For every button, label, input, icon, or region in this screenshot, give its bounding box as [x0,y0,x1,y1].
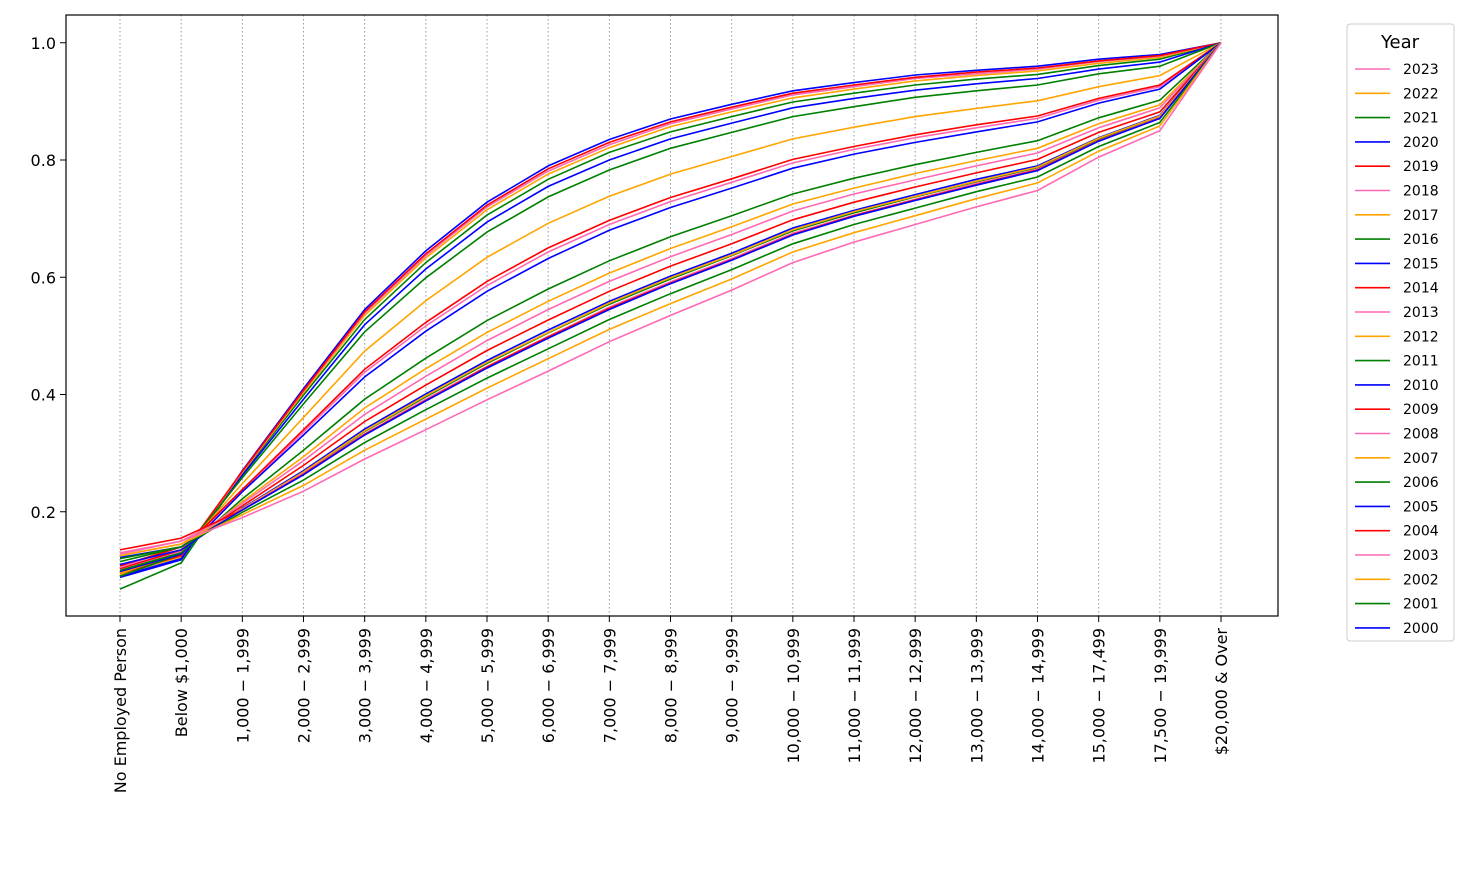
x-tick-label: 14,000 − 14,999 [1029,628,1048,764]
series-line-2009 [119,42,1222,570]
series-line-2006 [119,42,1222,577]
x-tick-label: 10,000 − 10,999 [784,628,803,764]
legend-label: 2010 [1403,378,1439,394]
series-line-2002 [119,42,1222,576]
series-line-2007 [119,42,1222,575]
series-lines [119,42,1222,590]
x-tick-label: 6,000 − 6,999 [539,628,558,743]
x-tick-label: 11,000 − 11,999 [845,628,864,764]
y-tick-label: 0.6 [31,268,56,287]
series-line-2015 [119,42,1222,566]
y-tick-label: 1.0 [31,34,56,53]
series-line-2023 [119,42,1222,554]
series-line-2011 [119,42,1222,572]
legend-label: 2020 [1403,135,1439,151]
x-tick-label: 17,500 − 19,999 [1151,628,1170,764]
legend-label: 2017 [1403,208,1439,224]
y-tick-label: 0.4 [31,386,56,405]
legend-label: 2006 [1403,475,1439,491]
series-line-2010 [119,42,1222,573]
x-tick-label: 8,000 − 8,999 [662,628,681,743]
legend-label: 2016 [1403,232,1439,248]
legend-title: Year [1380,32,1420,53]
legend-label: 2001 [1403,597,1439,613]
y-tick-label: 0.8 [31,151,56,170]
legend-label: 2022 [1403,86,1439,102]
series-line-2014 [119,42,1222,567]
legend-label: 2011 [1403,354,1439,370]
x-tick-label: 9,000 − 9,999 [723,628,742,743]
series-line-2000 [119,42,1222,579]
x-tick-label: 15,000 − 17,499 [1090,628,1109,764]
x-tick-label: 7,000 − 7,999 [600,628,619,743]
x-tick-label: 13,000 − 13,999 [967,628,986,764]
legend-label: 2018 [1403,184,1439,200]
legend-label: 2003 [1403,548,1439,564]
x-tick-label: 3,000 − 3,999 [356,628,375,743]
series-line-2004 [119,42,1222,575]
x-tick-label: 5,000 − 5,999 [478,628,497,743]
series-line-2008 [119,42,1222,572]
x-tick-label: No Employed Person [111,628,130,793]
legend-label: 2023 [1403,62,1439,78]
x-tick-label: 2,000 − 2,999 [295,628,314,743]
series-line-2001 [119,42,1222,590]
legend-label: 2008 [1403,427,1439,443]
grid-lines [119,15,1222,616]
legend-label: 2007 [1403,451,1439,467]
plot-frame [65,14,1279,617]
x-tick-label: 4,000 − 4,999 [417,628,436,743]
series-line-2013 [119,42,1222,569]
legend-label: 2012 [1403,329,1439,345]
x-tick-label: 12,000 − 12,999 [906,628,925,764]
x-axis: No Employed Person Below $1,000 1,000 − 1,… [111,616,1231,793]
series-line-2012 [119,42,1222,566]
y-tick-label: 0.2 [31,503,56,522]
series-line-2021 [119,42,1222,560]
series-line-2022 [119,42,1222,557]
legend-label: 2004 [1403,524,1439,540]
series-line-2005 [119,42,1222,577]
y-axis: 0.2 0.4 0.6 0.8 1.0 [31,34,66,522]
series-line-2017 [119,42,1222,557]
legend-label: 2002 [1403,572,1439,588]
legend: Year 2023 2022 2021 2020 2019 2018 2017 2016 201… [1346,23,1455,642]
legend-label: 2013 [1403,305,1439,321]
legend-label: 2005 [1403,499,1439,515]
x-tick-label: 1,000 − 1,999 [233,628,252,743]
legend-label: 2014 [1403,281,1439,297]
legend-label: 2021 [1403,111,1439,127]
legend-label: 2009 [1403,402,1439,418]
legend-box [1346,23,1455,642]
legend-label: 2015 [1403,256,1439,272]
legend-label: 2019 [1403,159,1439,175]
x-tick-label: Below $1,000 [172,628,191,737]
legend-label: 2000 [1403,621,1439,637]
x-tick-label: $20,000 & Over [1212,628,1231,756]
series-line-2020 [119,42,1222,559]
